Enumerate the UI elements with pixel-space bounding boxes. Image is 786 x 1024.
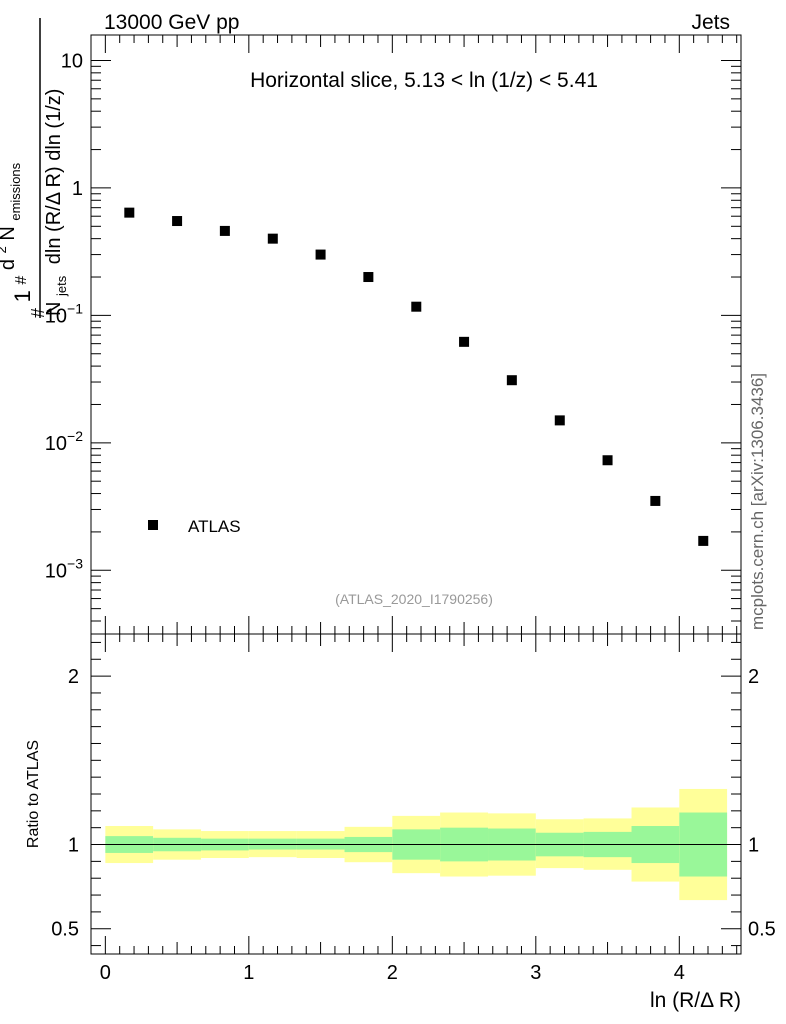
ylabel-d2: d xyxy=(0,259,19,270)
main-y-tick-label: 10−3 xyxy=(45,555,83,582)
data-point xyxy=(124,207,135,218)
ylabel-one: 1 xyxy=(10,290,35,302)
data-point xyxy=(698,535,709,546)
main-y-tick-label: 10−1 xyxy=(45,300,83,327)
ratio-panel: 0.5 0.5 1 1 2 2 0 1 2 3 4 Ratio to ATLAS ln (R/Δ … xyxy=(25,633,776,1012)
ylabel-hash: # xyxy=(13,276,30,285)
process-label: Jets xyxy=(691,11,730,34)
ratio-y-tick-label-right: 1 xyxy=(748,835,759,857)
ratio-y-tick-label: 1 xyxy=(68,835,79,857)
main-y-tick-label: 1 xyxy=(72,178,83,200)
svg-text:N jets dln (R/: N jets dln (R/Δ R) dln (1/z) xyxy=(43,89,71,316)
x-axis-label: ln (R/Δ R) xyxy=(650,989,741,1012)
x-tick-label: 1 xyxy=(243,962,254,984)
analysis-watermark: (ATLAS_2020_I1790256) xyxy=(335,591,493,607)
data-point xyxy=(506,375,517,386)
ratio-axis-ticks xyxy=(91,634,741,954)
data-point xyxy=(459,336,470,347)
ylabel-d2-sup: 2 xyxy=(0,246,9,253)
data-points xyxy=(124,207,709,546)
main-y-tick-label: 10−2 xyxy=(45,428,83,455)
main-axis-ticks xyxy=(91,35,741,634)
data-point xyxy=(315,249,326,260)
ylabel-njets-sub: jets xyxy=(54,275,69,297)
data-point xyxy=(219,225,230,236)
ylabel-nem: N xyxy=(0,226,19,240)
ylabel-nem-sub: emissions xyxy=(8,162,23,220)
legend-label: ATLAS xyxy=(188,517,241,536)
energy-label: 13000 GeV pp xyxy=(104,11,239,34)
data-point xyxy=(172,216,183,227)
slice-title: Horizontal slice, 5.13 < ln (1/z) < 5.41 xyxy=(250,69,598,92)
ratio-y-tick-label-right: 2 xyxy=(748,666,759,688)
main-y-tick-label: 10 xyxy=(61,50,83,72)
legend-marker xyxy=(148,520,158,530)
ratio-x-tick-labels: 0 1 2 3 4 xyxy=(100,962,685,984)
ratio-y-tick-label: 0.5 xyxy=(51,919,79,941)
ratio-bands xyxy=(105,788,728,901)
x-tick-label: 4 xyxy=(674,962,685,984)
svg-text:# 1 #: # 1 # d 2 N emissions xyxy=(0,162,49,318)
ratio-y-tick-labels: 0.5 0.5 1 1 2 2 xyxy=(51,666,776,941)
ratio-plot-frame xyxy=(90,633,742,955)
x-tick-label: 2 xyxy=(387,962,398,984)
data-point xyxy=(363,272,374,283)
main-y-label: # 1 # d 2 N emissions N jets dln (R/Δ R)… xyxy=(0,18,71,318)
main-panel: 10−3 10−2 10−1 1 10 Horizontal slice, 5.13 <… xyxy=(0,18,742,635)
x-tick-label: 0 xyxy=(100,962,111,984)
data-point xyxy=(554,415,565,426)
ratio-y-tick-label-right: 0.5 xyxy=(748,919,776,941)
ratio-y-tick-label: 2 xyxy=(68,666,79,688)
main-plot-frame xyxy=(90,34,742,635)
main-y-tick-labels: 10−3 10−2 10−1 1 10 xyxy=(45,50,83,582)
x-tick-label: 3 xyxy=(530,962,541,984)
legend: ATLAS xyxy=(148,517,241,536)
data-point xyxy=(411,301,422,312)
ratio-y-label: Ratio to ATLAS xyxy=(25,740,42,848)
data-point xyxy=(267,233,278,244)
data-point xyxy=(602,455,613,466)
data-point xyxy=(650,495,661,506)
ylabel-njets: N xyxy=(43,302,65,316)
ylabel-prefix: # xyxy=(28,308,48,318)
ylabel-denominator: dln (R/Δ R) dln (1/z) xyxy=(43,89,65,265)
mcplots-credit: mcplots.cern.ch [arXiv:1306.3436] xyxy=(748,373,767,630)
